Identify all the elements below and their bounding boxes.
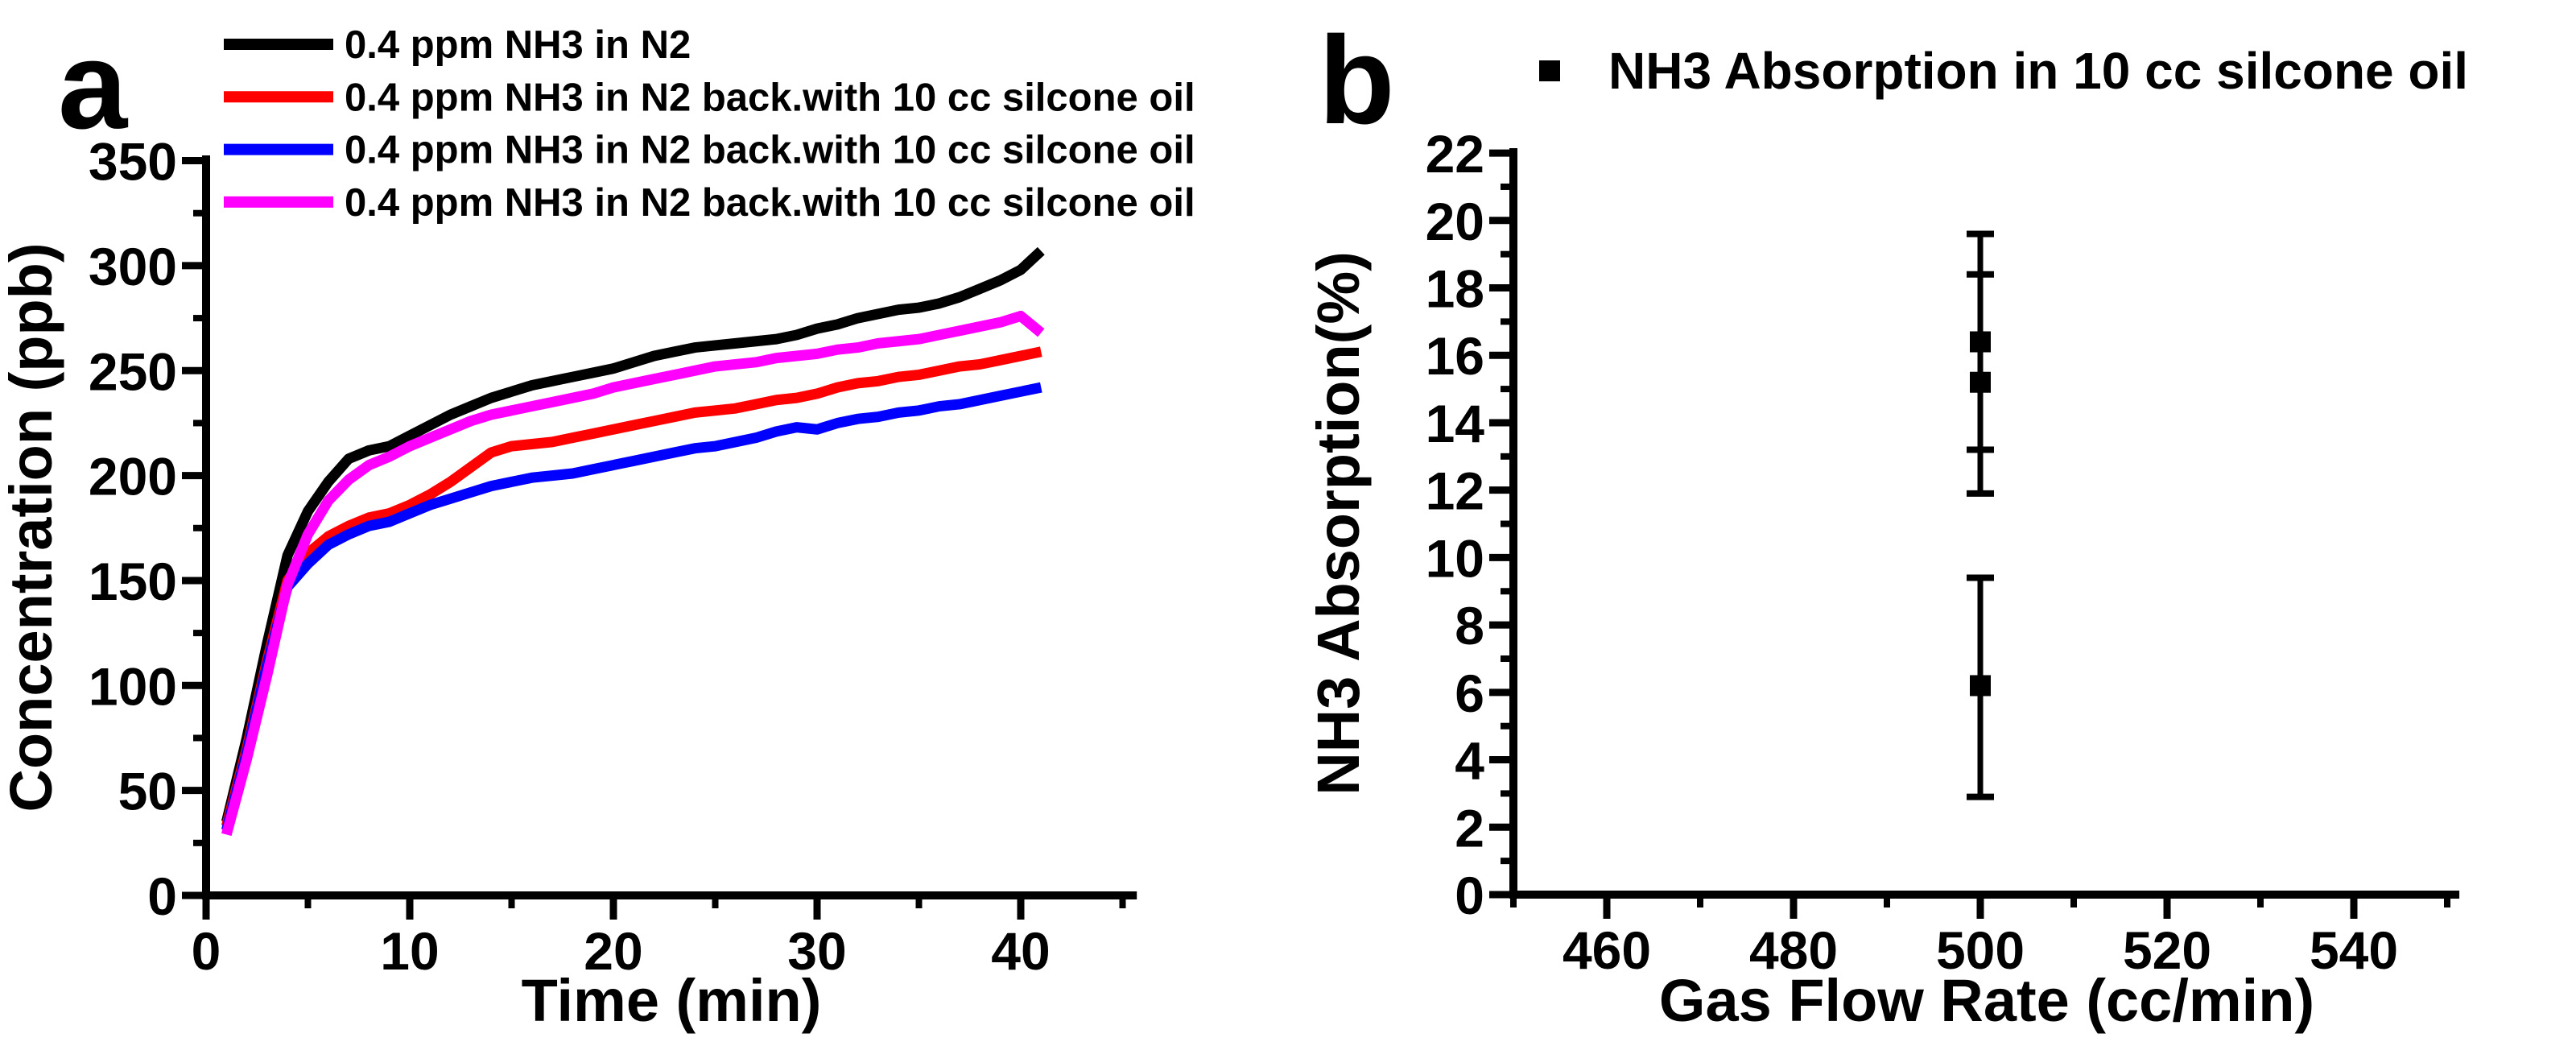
x-tick-label: 460	[1563, 920, 1651, 980]
x-tick-label: 480	[1749, 920, 1838, 980]
x-axis-label: Gas Flow Rate (cc/min)	[1659, 967, 2314, 1034]
legend-label-magenta: 0.4 ppm NH3 in N2 back.with 10 cc silcon…	[345, 181, 1195, 225]
x-tick-label: 10	[380, 921, 439, 981]
y-tick-label: 350	[89, 132, 177, 192]
y-tick-label: 0	[1455, 866, 1484, 925]
legend-label: NH3 Absorption in 10 cc silcone oil	[1608, 42, 2468, 100]
y-tick-label: 16	[1426, 326, 1484, 386]
y-tick-label: 100	[89, 656, 177, 716]
series-line-black	[221, 246, 1045, 824]
y-tick-label: 2	[1455, 798, 1484, 858]
series-line-red	[221, 346, 1042, 828]
series-line-magenta	[221, 310, 1045, 837]
y-tick-label: 50	[118, 762, 177, 821]
y-tick-label: 12	[1426, 461, 1484, 521]
series-line-blue	[221, 382, 1042, 832]
y-tick-label: 250	[89, 341, 177, 401]
legend-label-blue: 0.4 ppm NH3 in N2 back.with 10 cc silcon…	[345, 129, 1195, 172]
y-tick-label: 200	[89, 447, 177, 506]
y-tick-label: 22	[1426, 124, 1484, 184]
y-axis-label: NH3 Absorption(%)	[1305, 251, 1372, 796]
y-tick-label: 4	[1455, 731, 1484, 791]
y-tick-label: 20	[1426, 192, 1484, 251]
y-tick-label: 18	[1426, 259, 1484, 319]
data-point-marker	[1970, 371, 1991, 393]
x-tick-label: 0	[192, 921, 221, 981]
panel-b-label: b	[1319, 10, 1395, 150]
y-tick-label: 8	[1455, 596, 1484, 655]
data-point-marker	[1970, 675, 1991, 697]
y-tick-label: 10	[1426, 528, 1484, 588]
legend-label-black: 0.4 ppm NH3 in N2	[345, 23, 691, 67]
y-tick-label: 0	[147, 866, 177, 926]
x-tick-label: 30	[787, 921, 846, 981]
x-tick-label: 500	[1936, 920, 2025, 980]
y-tick-label: 14	[1426, 394, 1485, 453]
x-tick-label: 40	[991, 921, 1050, 981]
x-axis-label: Time (min)	[522, 967, 822, 1034]
x-tick-label: 20	[584, 921, 642, 981]
x-tick-label: 520	[2123, 920, 2211, 980]
legend-square-marker	[1539, 60, 1560, 81]
y-tick-label: 6	[1455, 664, 1484, 723]
panel-a-label: a	[58, 15, 128, 155]
legend-label-red: 0.4 ppm NH3 in N2 back.with 10 cc silcon…	[345, 76, 1195, 119]
y-axis-label: Concentration (ppb)	[0, 242, 64, 812]
y-tick-label: 150	[89, 552, 177, 611]
x-tick-label: 540	[2310, 920, 2398, 980]
y-tick-label: 300	[89, 237, 177, 296]
